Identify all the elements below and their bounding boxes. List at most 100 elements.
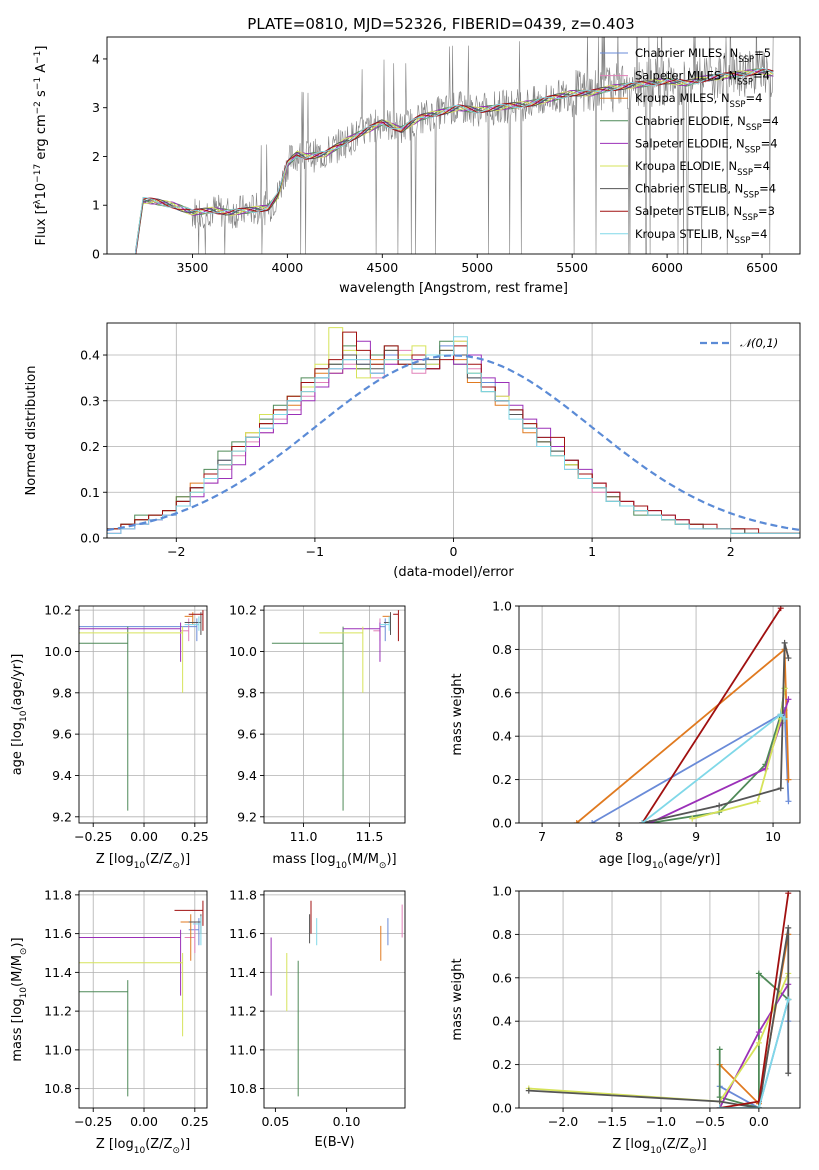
- y-tick-label: 9.6: [237, 727, 257, 742]
- mass-weight-marker: [781, 639, 788, 646]
- legend-label: Chabrier STELIB, NSSP=4: [635, 182, 776, 201]
- y-tick-label: 11.2: [229, 1004, 257, 1019]
- chart-age-vs-Z: −0.25 0.00 0.25 9.2 9.4 9.6 9.8 10.0 10.2 Z [log1…: [10, 603, 209, 871]
- mass-weight-marker: [589, 820, 596, 823]
- y-tick-label: 0.4: [492, 1014, 512, 1029]
- chart-massweight-vs-Z: −2.0 −1.5 −1.0 −0.5 0.0 0.0 0.2 0.4 0.6 0.8 1.0 Z […: [450, 884, 801, 1156]
- x-tick-label: 0.05: [261, 1114, 289, 1129]
- chart-layer: 3500 4000 4500 5000 5500 6000 6500 0 1 2 3 4 wavelen…: [10, 36, 801, 1156]
- legend-label: Kroupa MILES, NSSP=4: [635, 91, 762, 110]
- plot-area: [79, 610, 204, 811]
- y-tick-label: 9.2: [52, 809, 72, 824]
- legend-label: Kroupa STELIB, NSSP=4: [635, 227, 767, 246]
- y-tick-label: 0.8: [492, 927, 512, 942]
- x-tick-label: 6000: [651, 260, 683, 275]
- x-tick-label: 10: [765, 829, 781, 844]
- y-tick-label: 10.2: [229, 603, 257, 618]
- x-tick-label: −1.5: [597, 1114, 627, 1129]
- x-tick-label: 0.10: [333, 1114, 361, 1129]
- mass-weight-marker: [716, 1105, 723, 1108]
- x-axis-label: wavelength [Angstrom, rest frame]: [339, 281, 568, 296]
- y-axis-label: Normed distribution: [24, 366, 39, 496]
- x-tick-label: −0.25: [74, 829, 112, 844]
- y-tick-label: 2: [92, 149, 100, 164]
- y-tick-label: 11.6: [229, 926, 257, 941]
- y-tick-label: 1: [92, 198, 100, 213]
- mass-weight-marker: [755, 1039, 762, 1046]
- x-tick-label: 11.0: [290, 829, 318, 844]
- y-tick-label: 10.8: [229, 1081, 257, 1096]
- y-tick-label: 0: [92, 247, 100, 262]
- axes-frame: [518, 605, 801, 824]
- x-tick-label: 0.25: [181, 1114, 209, 1129]
- chart-residuals: −2 −1 0 1 2 0.0 0.1 0.2 0.3 0.4 (data-model)/error…: [24, 322, 801, 580]
- mass-weight-marker: [716, 1098, 723, 1105]
- y-tick-label: 0.4: [492, 729, 512, 744]
- mass-weight-line: [528, 927, 790, 1108]
- x-tick-label: 0.25: [181, 829, 209, 844]
- y-axis-label: mass weight: [450, 958, 465, 1040]
- mass-weight-line: [719, 999, 790, 1108]
- y-tick-label: 10.8: [44, 1081, 72, 1096]
- x-tick-label: 3500: [177, 260, 209, 275]
- legend-label: Salpeter STELIB, NSSP=3: [635, 204, 775, 223]
- plot-area: [135, 37, 774, 254]
- mass-weight-line: [649, 688, 786, 823]
- y-tick-label: 11.2: [44, 1004, 72, 1019]
- x-tick-label: 0.0: [749, 1114, 769, 1129]
- mass-weight-line: [528, 973, 790, 1103]
- mass-weight-line: [718, 971, 789, 1108]
- legend: Chabrier MILES, NSSP=5 Salpeter MILES, NS…: [600, 46, 779, 246]
- mass-weight-marker: [755, 1105, 762, 1108]
- axes-frame: [263, 605, 406, 824]
- x-tick-label: −2.0: [548, 1114, 578, 1129]
- chart-spectrum: 3500 4000 4500 5000 5500 6000 6500 0 1 2 3 4 wavelen…: [33, 36, 801, 296]
- y-tick-label: 10.0: [44, 644, 72, 659]
- plot-area: [107, 327, 800, 534]
- y-tick-label: 11.8: [229, 887, 257, 902]
- y-tick-label: 11.6: [44, 926, 72, 941]
- y-tick-label: 0.0: [492, 816, 512, 831]
- y-tick-label: 0.1: [80, 485, 100, 500]
- plot-area: [270, 900, 403, 1097]
- x-axis-label: Z [log10(Z/Z⊙)]: [612, 1137, 706, 1156]
- legend-label: Chabrier MILES, NSSP=5: [635, 46, 771, 65]
- mass-weight-marker: [755, 1029, 762, 1036]
- y-tick-label: 11.4: [229, 965, 257, 980]
- mass-weight-line: [641, 607, 782, 823]
- axes-frame: [106, 322, 801, 539]
- y-axis-label: age [log10(age/yr)]: [10, 654, 29, 776]
- x-tick-label: 5500: [556, 260, 588, 275]
- axes-frame: [78, 605, 208, 824]
- y-axis-label: mass weight: [450, 673, 465, 755]
- x-axis-label: age [log10(age/yr)]: [599, 852, 721, 871]
- plot-area: [271, 610, 399, 811]
- y-tick-label: 11.4: [44, 965, 72, 980]
- y-tick-label: 9.4: [237, 768, 257, 783]
- x-axis-label: E(B-V): [314, 1135, 354, 1150]
- y-tick-label: 10.0: [229, 644, 257, 659]
- x-tick-label: −0.25: [74, 1114, 112, 1129]
- y-tick-label: 0.2: [80, 439, 100, 454]
- mass-weight-marker: [573, 820, 580, 823]
- mass-weight-marker: [781, 715, 788, 722]
- mass-weight-marker: [785, 776, 792, 783]
- x-tick-label: 11.5: [355, 829, 383, 844]
- mass-weight-marker: [689, 815, 696, 822]
- y-tick-label: 4: [92, 51, 100, 66]
- x-tick-label: 7: [538, 829, 546, 844]
- y-tick-label: 0.2: [492, 772, 512, 787]
- y-tick-label: 11.0: [229, 1042, 257, 1057]
- y-tick-label: 11.0: [44, 1042, 72, 1057]
- y-tick-label: 0.6: [492, 685, 512, 700]
- y-tick-label: 1.0: [492, 599, 512, 614]
- x-tick-label: 0.00: [130, 829, 158, 844]
- normal-curve: [107, 354, 800, 532]
- x-tick-label: −1.0: [646, 1114, 676, 1129]
- y-tick-label: 9.8: [237, 685, 257, 700]
- y-tick-label: 0.0: [492, 1101, 512, 1116]
- mass-weight-line: [691, 688, 786, 820]
- legend-label: Kroupa ELODIE, NSSP=4: [635, 159, 770, 178]
- y-tick-label: 9.2: [237, 809, 257, 824]
